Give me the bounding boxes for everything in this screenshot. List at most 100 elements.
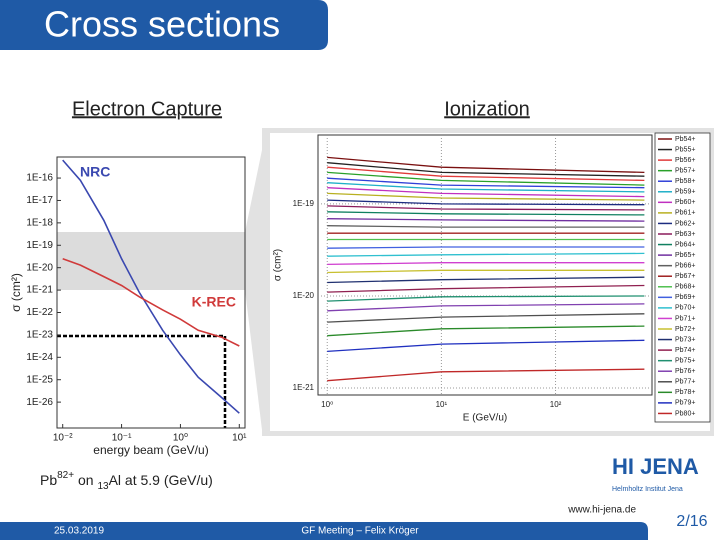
series-label: NRC — [80, 164, 110, 180]
series-line — [327, 182, 645, 193]
legend-label: Pb75+ — [675, 358, 695, 365]
caption-sup: 82+ — [57, 470, 74, 481]
series-line — [327, 295, 645, 302]
series-line — [327, 368, 645, 382]
series-line — [327, 187, 645, 198]
y-tick-label: 1E-20 — [26, 262, 53, 273]
y-tick-label: 1E-24 — [26, 352, 53, 363]
legend-label: Pb61+ — [675, 210, 695, 217]
series-line — [327, 339, 645, 353]
logo-sub: Helmholtz Institut Jena — [612, 486, 683, 493]
series-line — [327, 276, 645, 284]
caption: Pb82+ on 13Al at 5.9 (GeV/u) — [40, 470, 213, 492]
plot-area — [56, 156, 246, 429]
series-line — [327, 171, 645, 186]
legend-label: Pb72+ — [675, 326, 695, 333]
legend-label: Pb73+ — [675, 336, 695, 343]
series-line — [327, 325, 645, 337]
highlight-band — [57, 232, 245, 290]
x-axis-title: E (GeV/u) — [463, 413, 507, 424]
series-line — [327, 218, 645, 222]
y-tick-label: 1E-26 — [26, 397, 53, 408]
y-tick-label: 1E-21 — [293, 383, 315, 392]
series-line — [327, 284, 645, 293]
legend-label: Pb79+ — [675, 400, 695, 407]
footer-band — [0, 522, 648, 540]
y-tick-label: 1E-17 — [26, 195, 53, 206]
legend-label: Pb66+ — [675, 263, 695, 270]
legend-label: Pb77+ — [675, 379, 695, 386]
y-tick-label: 1E-25 — [26, 374, 53, 385]
series-line — [62, 159, 240, 414]
legend-label: Pb68+ — [675, 284, 695, 291]
x-tick-label: 10⁻² — [53, 433, 73, 444]
series-line — [327, 166, 645, 182]
legend-label: Pb65+ — [675, 252, 695, 259]
footer-event: GF Meeting – Felix Kröger — [301, 526, 419, 537]
legend-label: Pb74+ — [675, 347, 695, 354]
series-line — [327, 313, 645, 323]
legend-label: Pb57+ — [675, 168, 695, 175]
y-tick-label: 1E-16 — [26, 173, 53, 184]
legend-label: Pb63+ — [675, 231, 695, 238]
x-tick-label: 10¹ — [436, 400, 448, 409]
plot-area — [317, 134, 653, 396]
series-line — [327, 162, 645, 177]
x-tick-label: 10¹ — [232, 433, 247, 444]
y-tick-label: 1E-23 — [26, 330, 53, 341]
series-line — [327, 211, 645, 216]
legend-label: Pb76+ — [675, 368, 695, 375]
legend-label: Pb80+ — [675, 410, 695, 417]
y-tick-label: 1E-20 — [293, 291, 315, 300]
title-band — [0, 0, 328, 50]
series-line — [62, 258, 240, 347]
legend-label: Pb71+ — [675, 315, 695, 322]
caption-part: on — [74, 472, 97, 488]
series-line — [327, 252, 645, 257]
y-tick-label: 1E-19 — [26, 240, 53, 251]
y-axis-title: σ (cm²) — [9, 273, 23, 312]
series-line — [327, 246, 645, 249]
y-tick-label: 1E-19 — [293, 199, 315, 208]
series-line — [327, 262, 645, 266]
series-line — [327, 225, 645, 228]
x-tick-label: 10⁰ — [173, 433, 188, 444]
caption-part: Al at 5.9 (GeV/u) — [109, 472, 213, 488]
website: www.hi-jena.de — [567, 505, 636, 516]
x-tick-label: 10² — [550, 400, 562, 409]
y-tick-label: 1E-21 — [26, 285, 53, 296]
y-tick-label: 1E-22 — [26, 307, 53, 318]
legend-label: Pb56+ — [675, 157, 695, 164]
series-line — [327, 269, 645, 274]
series-line — [327, 303, 645, 312]
legend-label: Pb59+ — [675, 189, 695, 196]
page-number: 2/16 — [676, 513, 707, 530]
legend-label: Pb78+ — [675, 389, 695, 396]
legend-label: Pb60+ — [675, 199, 695, 206]
zoom-connector — [245, 150, 262, 430]
series-line — [327, 205, 645, 211]
caption-sub: 13 — [97, 481, 109, 492]
series-line — [327, 192, 645, 201]
legend-label: Pb69+ — [675, 294, 695, 301]
marker-box — [57, 334, 227, 428]
legend-label: Pb54+ — [675, 136, 695, 143]
logo: HI JENA — [612, 454, 699, 479]
legend-label: Pb67+ — [675, 273, 695, 280]
x-tick-label: 10⁰ — [321, 400, 333, 409]
y-tick-label: 1E-18 — [26, 218, 53, 229]
legend-label: Pb58+ — [675, 178, 695, 185]
y-axis-title: σ (cm²) — [273, 249, 284, 281]
legend-label: Pb70+ — [675, 305, 695, 312]
footer-date: 25.03.2019 — [54, 526, 104, 537]
series-line — [327, 199, 645, 206]
heading: Electron Capture — [72, 98, 222, 120]
legend-label: Pb64+ — [675, 241, 695, 248]
series-label: K-REC — [192, 294, 236, 310]
x-axis-title: energy beam (GeV/u) — [93, 443, 208, 457]
legend-label: Pb55+ — [675, 146, 695, 153]
heading: Ionization — [444, 98, 530, 120]
series-line — [327, 156, 645, 174]
legend-label: Pb62+ — [675, 220, 695, 227]
